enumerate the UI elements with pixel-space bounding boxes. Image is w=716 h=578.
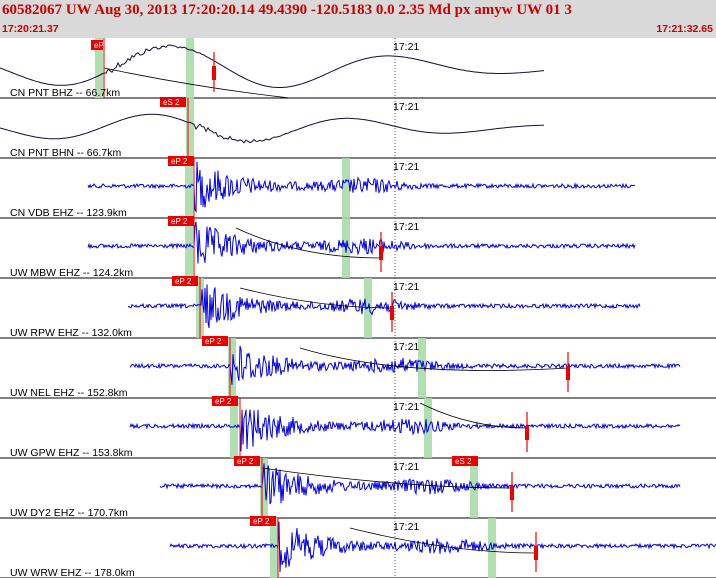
arrival-curve [103, 67, 291, 99]
amplitude-marker-bar [379, 246, 383, 260]
pick-label: eP 2 [253, 517, 270, 526]
minute-label: 17:21 [393, 161, 419, 173]
pick-box [202, 336, 228, 346]
pick-label: eP 1 [94, 41, 111, 50]
event-title: 60582067 UW Aug 30, 2013 17:20:20.14 49.… [2, 2, 572, 18]
minute-label: 17:21 [393, 341, 419, 353]
waveform-trace [159, 463, 681, 505]
pick-label: eP 2 [175, 277, 192, 286]
pick-label: eP 2 [205, 337, 222, 346]
pick-box [168, 216, 194, 226]
amplitude-marker-bar [390, 306, 394, 320]
waveform-trace [129, 345, 681, 385]
minute-label: 17:21 [393, 101, 419, 113]
pick-box [212, 396, 238, 406]
pick-box [234, 456, 260, 466]
window-start-time: 17:20:21.37 [2, 23, 59, 35]
arrival-curve [349, 527, 537, 554]
phase-window-band [185, 158, 193, 218]
phase-window-band [186, 38, 194, 98]
pick-label: eS 2 [163, 98, 180, 107]
phase-window-band [424, 398, 432, 458]
phase-window-band [260, 458, 268, 518]
arrival-curve [419, 402, 528, 429]
minute-label: 17:21 [393, 461, 419, 473]
phase-window-band [228, 338, 236, 398]
window-end-time: 17:21:32.65 [656, 23, 713, 35]
amplitude-marker-bar [212, 66, 216, 80]
arrival-curve [239, 287, 393, 309]
seismogram-plot[interactable]: eP 1 17:21 CN PNT BHZ -- 66.7km eS 2 17:21 CN… [0, 38, 716, 578]
waveform-trace [0, 113, 545, 144]
phase-window-band [185, 218, 193, 278]
pick-label: eP 2 [171, 217, 188, 226]
station-label: UW MBW EHZ -- 124.2km [10, 267, 133, 279]
waveform-trace [129, 409, 681, 452]
station-label: UW RPW EHZ -- 132.0km [10, 327, 132, 339]
waveform-trace [87, 161, 636, 214]
minute-label: 17:21 [393, 281, 419, 293]
pick-label: eP 2 [215, 397, 232, 406]
pick-label: eS 2 [455, 457, 472, 466]
phase-window-band [186, 98, 194, 158]
pick-label: eP 2 [237, 457, 254, 466]
waveform-trace [169, 521, 716, 573]
station-label: CN VDB EHZ -- 123.9km [10, 207, 127, 219]
pick-box [91, 40, 103, 50]
station-label: UW DY2 EHZ -- 170.7km [10, 507, 128, 519]
station-label: CN PNT BHZ -- 66.7km [10, 87, 120, 99]
amplitude-marker-bar [525, 426, 529, 440]
phase-window-band [95, 38, 103, 98]
waveform-trace [87, 221, 636, 264]
pick-box [250, 516, 276, 526]
station-label: CN PNT BHN -- 66.7km [10, 147, 121, 159]
pick-box [452, 456, 478, 466]
pick-box [168, 156, 194, 166]
minute-label: 17:21 [393, 41, 419, 53]
pick-box [172, 276, 198, 286]
pick-label: eP 2 [171, 157, 188, 166]
pick-box [160, 97, 186, 107]
station-label: UW GPW EHZ -- 153.8km [10, 447, 133, 459]
minute-label: 17:21 [393, 521, 419, 533]
minute-label: 17:21 [393, 221, 419, 233]
event-header-bar: 60582067 UW Aug 30, 2013 17:20:20.14 49.… [0, 0, 716, 38]
amplitude-marker-bar [534, 546, 538, 560]
station-label: UW NEL EHZ -- 152.8km [10, 387, 128, 399]
amplitude-marker-bar [566, 366, 570, 380]
phase-window-band [342, 158, 350, 218]
phase-window-band [230, 398, 238, 458]
waveform-trace [0, 44, 545, 88]
arrival-curve [261, 467, 513, 489]
waveform-trace [127, 284, 641, 328]
arrival-curve [235, 227, 382, 259]
arrival-curve [299, 347, 569, 371]
amplitude-marker-bar [510, 486, 514, 500]
station-label: UW WRW EHZ -- 178.0km [10, 567, 135, 578]
minute-label: 17:21 [393, 401, 419, 413]
